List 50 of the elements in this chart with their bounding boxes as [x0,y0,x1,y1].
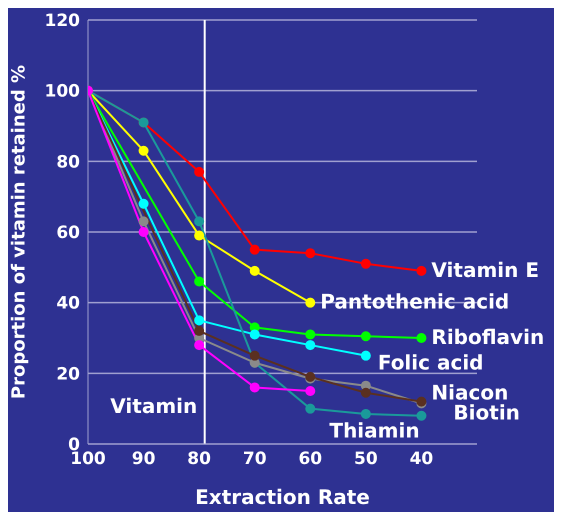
x-tick-label: 80 [187,449,212,470]
series-label: Riboflavin [431,325,544,349]
x-tick-label: 40 [410,449,434,470]
point [250,329,260,340]
point [194,326,204,336]
point [416,333,426,343]
y-tick-label: 60 [56,223,80,244]
point [194,340,204,350]
point [194,166,204,177]
point [305,340,316,350]
text: Vitamin [110,394,198,418]
point [305,298,316,308]
point [360,388,371,398]
point [250,244,260,255]
point [138,198,149,209]
y-axis-title: Proportion of vitamin retained % [8,64,30,400]
x-tick-label: 90 [132,449,156,470]
point [305,386,316,396]
point [360,331,371,342]
point [138,216,149,226]
point [416,266,426,276]
point [194,315,204,326]
point [360,350,371,361]
x-axis-title: Extraction Rate [195,485,370,509]
point [305,329,316,340]
point [138,227,149,237]
point [250,266,260,276]
x-tick-label: 70 [242,449,267,470]
series-label: Vitamin E [431,258,540,282]
y-tick-label: 40 [56,294,80,314]
point [416,410,426,421]
point [250,382,260,392]
y-tick-label: 120 [44,11,80,32]
point [138,146,149,156]
point [305,248,316,258]
point [194,230,204,241]
point [194,216,204,226]
point [360,258,371,269]
point [305,404,316,414]
point [360,408,371,419]
series-label: Folic acid [378,350,484,375]
y-tick-label: 100 [44,82,80,102]
series-label: Pantothenic acid [320,290,510,314]
x-tick-label: 60 [298,449,322,470]
y-tick-label: 80 [56,152,80,172]
y-tick-label: 20 [56,364,80,384]
x-tick-label: 50 [354,449,378,470]
series-label: Thiamin [329,418,420,443]
point [250,350,260,361]
point [194,276,204,286]
